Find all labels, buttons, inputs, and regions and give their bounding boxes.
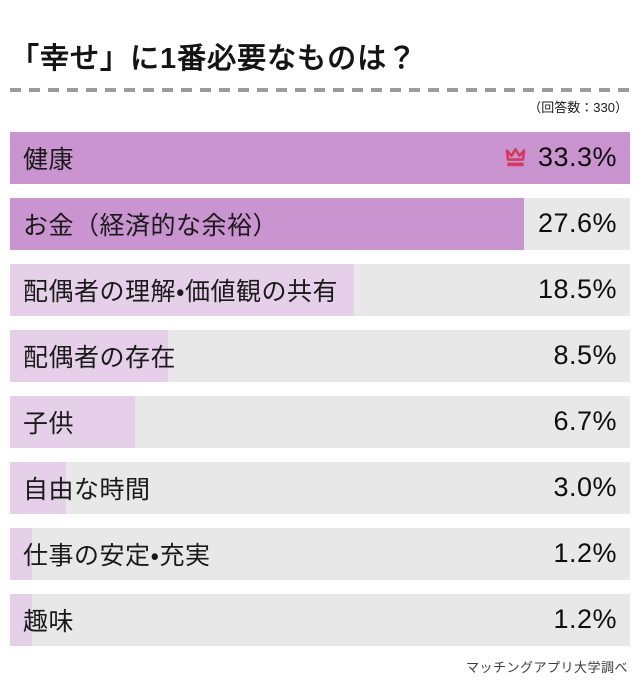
bar-category-label: 子供 (23, 409, 75, 438)
bar-fill (10, 395, 135, 448)
chart-header: 「幸せ」に1番必要なものは？ (0, 42, 640, 77)
bar-row-content: 配偶者の存在 8.5% (10, 330, 630, 382)
bar-row-content: 健康 33.3% (10, 132, 630, 184)
bar-value-label: 1.2% (553, 604, 617, 635)
bar-value-label: 27.6% (537, 208, 617, 239)
bar-category-label: 自由な時間 (23, 475, 151, 504)
bar-row-content: お金（経済的な余裕） 27.6% (10, 198, 630, 250)
bar-fill (10, 461, 66, 514)
source-credit: マッチングアプリ大学調べ (465, 659, 628, 675)
bar-fill (10, 329, 169, 382)
bar-row: 自由な時間 3.0% (10, 461, 630, 514)
bar-fill (10, 197, 524, 250)
bar-row-content: 趣味 1.2% (10, 594, 630, 646)
bar-category-label: 配偶者の理解・価値観の共有 (23, 277, 339, 306)
bar-value-label: 33.3% (537, 142, 617, 173)
respondent-count: （回答数：330） (528, 99, 628, 115)
bar-category-label: 趣味 (23, 607, 75, 636)
bar-row: 趣味 1.2% (10, 593, 630, 646)
bar-row: 健康 33.3% (10, 131, 630, 184)
bar-fill (10, 263, 355, 316)
bar-value-label: 18.5% (537, 274, 617, 305)
page-title: 「幸せ」に1番必要なものは？ (10, 43, 418, 75)
bar-row-content: 配偶者の理解・価値観の共有 18.5% (10, 264, 630, 316)
bar-row: 仕事の安定・充実 1.2% (10, 527, 630, 580)
bar-row-content: 子供 6.7% (10, 396, 630, 448)
crown-icon (505, 148, 526, 167)
bar-fill (10, 527, 33, 580)
bar-row: 子供 6.7% (10, 395, 630, 448)
bar-fill (10, 131, 630, 184)
bar-value-label: 3.0% (553, 472, 617, 503)
bar-category-label: 配偶者の存在 (23, 343, 177, 372)
bar-row-content: 自由な時間 3.0% (10, 462, 630, 514)
bar-row-content: 仕事の安定・充実 1.2% (10, 528, 630, 580)
bar-value-label: 1.2% (553, 538, 617, 569)
bar-category-label: 健康 (23, 145, 75, 174)
bar-value-label: 6.7% (553, 406, 617, 437)
bar-fill (10, 593, 33, 646)
bar-rows: 健康 33.3% お金（経済的な余裕） 27.6% 配偶者の理解・価値観の共有 … (10, 131, 630, 646)
bar-row: お金（経済的な余裕） 27.6% (10, 197, 630, 250)
bar-category-label: 仕事の安定・充実 (23, 541, 211, 570)
dashed-divider (10, 87, 630, 92)
bar-row: 配偶者の存在 8.5% (10, 329, 630, 382)
bar-category-label: お金（経済的な余裕） (23, 211, 279, 240)
bar-value-label: 8.5% (553, 340, 617, 371)
bar-row: 配偶者の理解・価値観の共有 18.5% (10, 263, 630, 316)
